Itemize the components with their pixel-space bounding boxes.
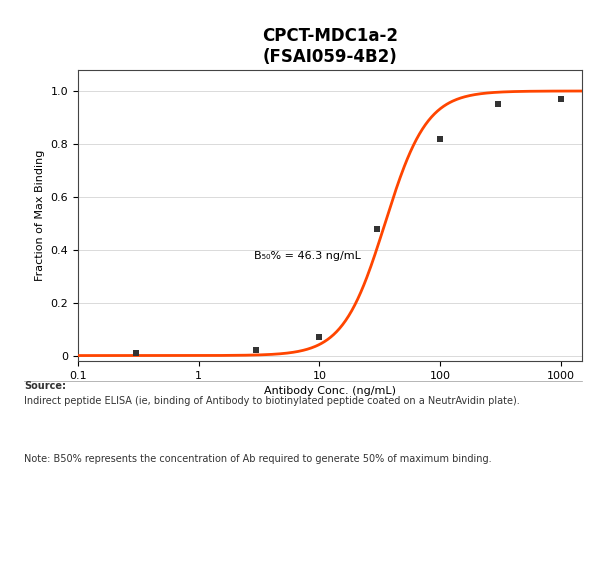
X-axis label: Antibody Conc. (ng/mL): Antibody Conc. (ng/mL): [264, 386, 396, 396]
Text: Note: B50% represents the concentration of Ab required to generate 50% of maximu: Note: B50% represents the concentration …: [24, 454, 491, 464]
Text: Indirect peptide ELISA (ie, binding of Antibody to biotinylated peptide coated o: Indirect peptide ELISA (ie, binding of A…: [24, 396, 520, 406]
Title: CPCT-MDC1a-2
(FSAI059-4B2): CPCT-MDC1a-2 (FSAI059-4B2): [262, 27, 398, 66]
Text: B₅₀% = 46.3 ng/mL: B₅₀% = 46.3 ng/mL: [254, 251, 361, 261]
Y-axis label: Fraction of Max Binding: Fraction of Max Binding: [35, 150, 45, 281]
Text: Source:: Source:: [24, 381, 66, 391]
